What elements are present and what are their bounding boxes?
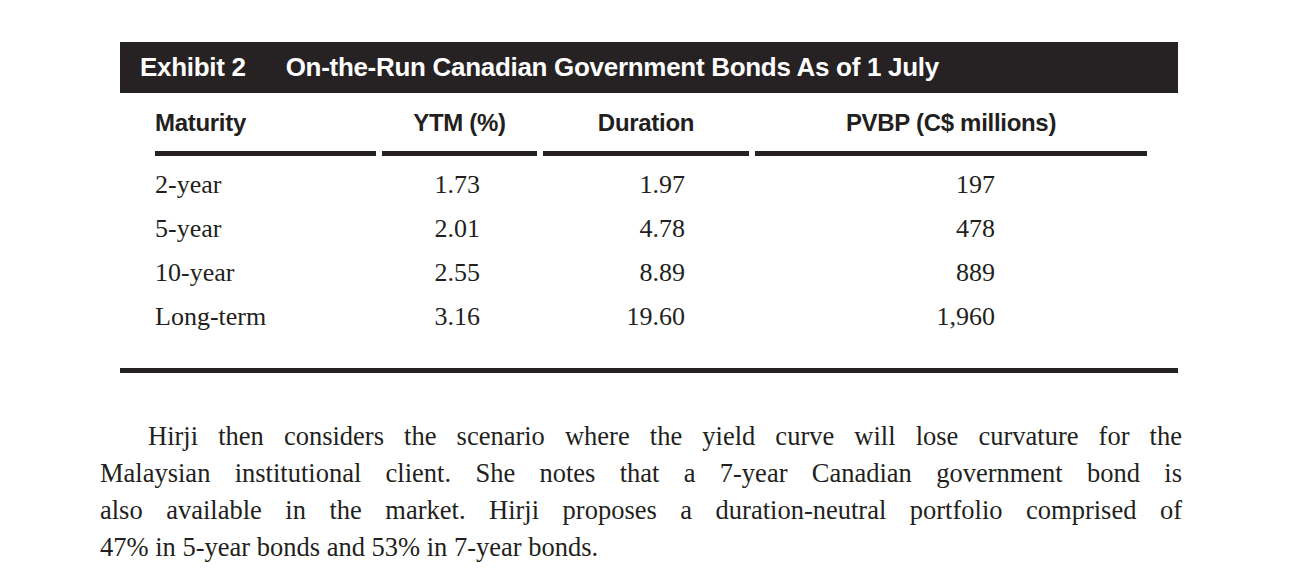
table-row: 10-year 2.55 8.89 889 bbox=[155, 251, 1147, 295]
exhibit-title: On-the-Run Canadian Government Bonds As … bbox=[286, 52, 939, 83]
body-paragraph: Hirji then considers the scenario where … bbox=[100, 418, 1182, 566]
ytm-cell: 1.73 bbox=[382, 156, 537, 207]
duration-cell: 19.60 bbox=[543, 295, 749, 339]
table-row: 5-year 2.01 4.78 478 bbox=[155, 207, 1147, 251]
maturity-cell: 5-year bbox=[155, 207, 376, 251]
column-header-pvbp: PVBP (C$ millions) bbox=[755, 93, 1147, 156]
pvbp-cell: 197 bbox=[755, 156, 1147, 207]
table-header-row: Maturity YTM (%) Duration PVBP (C$ milli… bbox=[155, 93, 1147, 156]
duration-cell: 1.97 bbox=[543, 156, 749, 207]
paragraph-line: 47% in 5-year bonds and 53% in 7-year bo… bbox=[100, 529, 1182, 566]
exhibit-header-bar: Exhibit 2 On-the-Run Canadian Government… bbox=[120, 42, 1178, 93]
pvbp-cell: 478 bbox=[755, 207, 1147, 251]
ytm-cell: 2.01 bbox=[382, 207, 537, 251]
paragraph-line: Hirji then considers the scenario where … bbox=[100, 418, 1182, 455]
column-header-maturity: Maturity bbox=[155, 93, 376, 156]
maturity-cell: 10-year bbox=[155, 251, 376, 295]
paragraph-line: also available in the market. Hirji prop… bbox=[100, 492, 1182, 529]
maturity-cell: 2-year bbox=[155, 156, 376, 207]
maturity-cell: Long-term bbox=[155, 295, 376, 339]
table-bottom-rule bbox=[120, 368, 1178, 373]
table-row: Long-term 3.16 19.60 1,960 bbox=[155, 295, 1147, 339]
bond-table-area: Maturity YTM (%) Duration PVBP (C$ milli… bbox=[120, 93, 1178, 339]
pvbp-cell: 889 bbox=[755, 251, 1147, 295]
exhibit-label: Exhibit 2 bbox=[140, 52, 246, 83]
column-header-duration: Duration bbox=[543, 93, 749, 156]
ytm-cell: 2.55 bbox=[382, 251, 537, 295]
bond-table: Maturity YTM (%) Duration PVBP (C$ milli… bbox=[149, 93, 1153, 339]
paragraph-line: Malaysian institutional client. She note… bbox=[100, 455, 1182, 492]
duration-cell: 8.89 bbox=[543, 251, 749, 295]
column-header-ytm: YTM (%) bbox=[382, 93, 537, 156]
ytm-cell: 3.16 bbox=[382, 295, 537, 339]
exhibit-2-section: Exhibit 2 On-the-Run Canadian Government… bbox=[120, 42, 1178, 339]
document-page: Exhibit 2 On-the-Run Canadian Government… bbox=[0, 0, 1312, 574]
table-row: 2-year 1.73 1.97 197 bbox=[155, 156, 1147, 207]
duration-cell: 4.78 bbox=[543, 207, 749, 251]
pvbp-cell: 1,960 bbox=[755, 295, 1147, 339]
